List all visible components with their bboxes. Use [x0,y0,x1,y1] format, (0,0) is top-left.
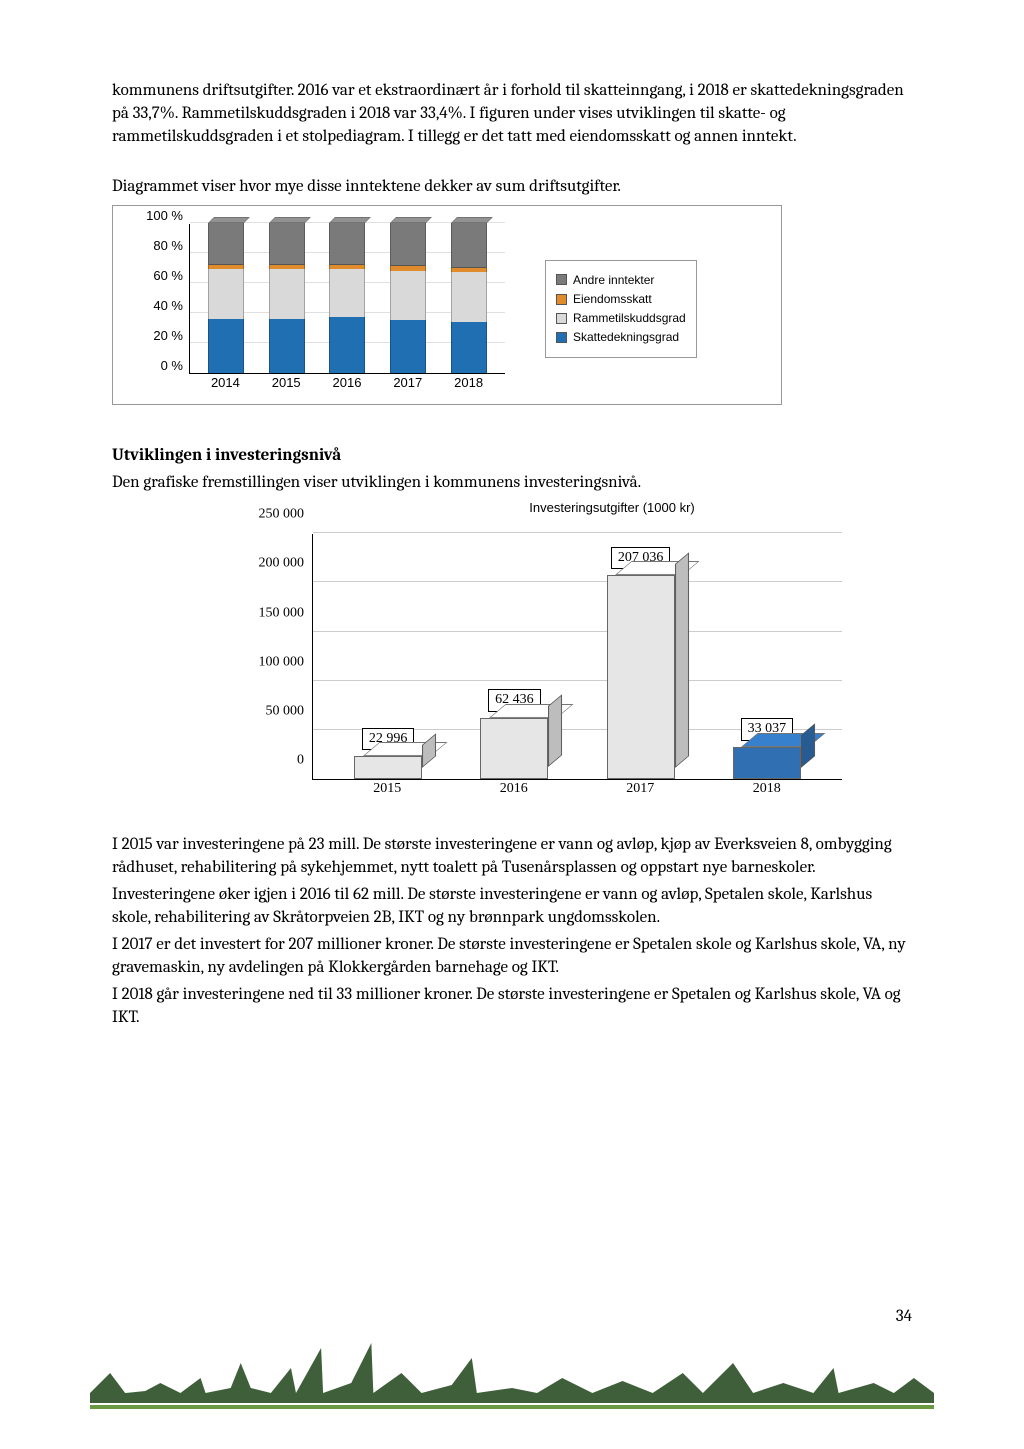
body-paragraph-2015: I 2015 var investeringene på 23 mill. De… [112,834,912,880]
intro-paragraph: kommunens driftsutgifter. 2016 var et ek… [112,80,912,149]
chart1-container: 0 %20 %40 %60 %80 %100 % 201420152016201… [112,205,782,405]
chart2-xtick: 2018 [712,780,822,804]
chart1-bar-2017 [390,223,426,373]
chart2-bar-2017: 207 036 [586,547,696,780]
chart1-xtick: 2016 [333,374,362,394]
body-paragraph-2018: I 2018 går investeringene ned til 33 mil… [112,984,912,1030]
chart1-bar-2014 [208,223,244,373]
chart2-xtick: 2015 [332,780,442,804]
legend-item: Rammetilskuddsgrad [556,310,686,326]
chart1-xtick: 2018 [454,374,483,394]
chart2-xtick: 2017 [585,780,695,804]
body-paragraph-2017: I 2017 er det investert for 207 millione… [112,934,912,980]
chart2-bar-2016: 62 436 [459,689,569,779]
chart1-plot: 0 %20 %40 %60 %80 %100 % 201420152016201… [135,224,505,394]
chart1-bar-2016 [329,223,365,373]
chart1-legend: Andre inntekter Eiendomsskatt Rammetilskud… [545,260,697,358]
section-heading-investering: Utviklingen i investeringsnivå [112,445,912,468]
chart1-caption: Diagrammet viser hvor mye disse inntekte… [112,176,912,199]
page-number: 34 [896,1306,912,1329]
section2-intro: Den grafiske fremstillingen viser utvikl… [112,472,912,495]
chart2-xtick: 2016 [459,780,569,804]
chart1-bar-2018 [451,223,487,373]
footer-skyline-icon [90,1333,934,1403]
legend-item: Skattedekningsgrad [556,329,686,345]
chart1-bar-2015 [269,223,305,373]
legend-item: Eiendomsskatt [556,291,686,307]
chart2-title: Investeringsutgifter (1000 kr) [362,499,862,517]
chart1-xtick: 2017 [393,374,422,394]
chart2-bar-2015: 22 996 [333,728,443,780]
chart1-xtick: 2014 [211,374,240,394]
footer-divider [90,1405,934,1409]
chart1-xtick: 2015 [272,374,301,394]
legend-item: Andre inntekter [556,272,686,288]
body-paragraph-2016: Investeringene øker igjen i 2016 til 62 … [112,884,912,930]
chart2-container: Investeringsutgifter (1000 kr) 050 00010… [162,499,862,805]
chart2-bar-2018: 33 037 [712,718,822,779]
